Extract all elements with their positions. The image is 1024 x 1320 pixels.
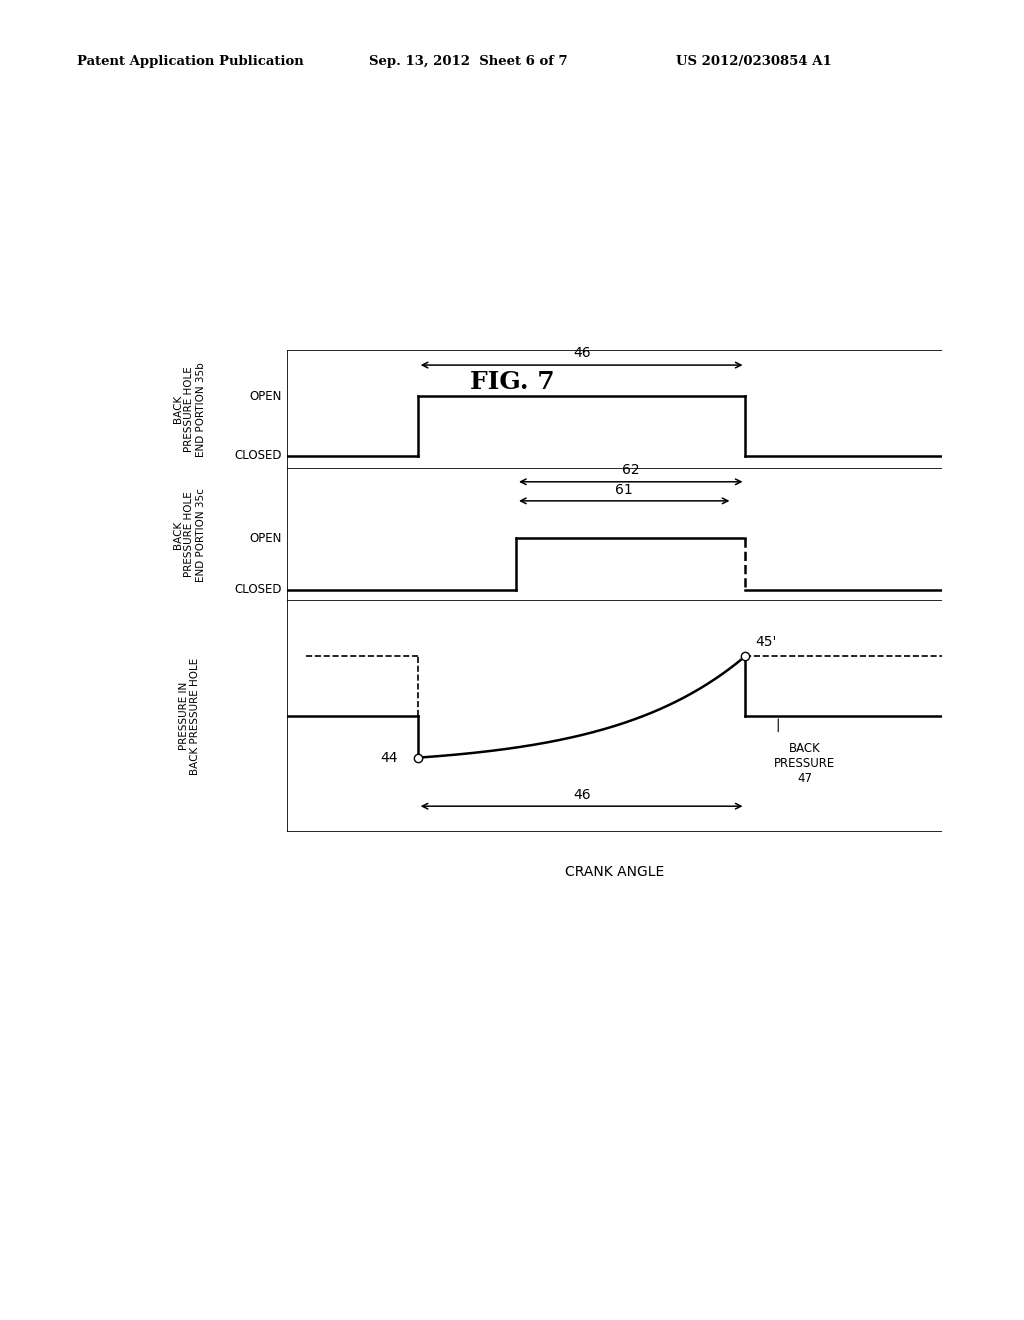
Text: 62: 62 bbox=[622, 463, 640, 478]
Text: Sep. 13, 2012  Sheet 6 of 7: Sep. 13, 2012 Sheet 6 of 7 bbox=[369, 55, 567, 69]
Text: FIG. 7: FIG. 7 bbox=[470, 370, 554, 393]
Text: Patent Application Publication: Patent Application Publication bbox=[77, 55, 303, 69]
Text: BACK
PRESSURE
47: BACK PRESSURE 47 bbox=[774, 742, 836, 784]
Text: US 2012/0230854 A1: US 2012/0230854 A1 bbox=[676, 55, 831, 69]
Text: 46: 46 bbox=[572, 788, 591, 803]
Text: 46: 46 bbox=[572, 346, 591, 360]
Text: CRANK ANGLE: CRANK ANGLE bbox=[565, 865, 664, 879]
Text: CLOSED: CLOSED bbox=[233, 583, 282, 597]
Text: CLOSED: CLOSED bbox=[233, 449, 282, 462]
Text: OPEN: OPEN bbox=[249, 389, 282, 403]
Text: 61: 61 bbox=[615, 483, 633, 498]
Text: BACK
PRESSURE HOLE
END PORTION 35c: BACK PRESSURE HOLE END PORTION 35c bbox=[173, 487, 206, 582]
Text: PRESSURE IN
BACK PRESSURE HOLE: PRESSURE IN BACK PRESSURE HOLE bbox=[178, 657, 201, 775]
Text: 45': 45' bbox=[756, 635, 776, 649]
Text: OPEN: OPEN bbox=[249, 532, 282, 545]
Text: BACK
PRESSURE HOLE
END PORTION 35b: BACK PRESSURE HOLE END PORTION 35b bbox=[173, 362, 206, 457]
Text: 44: 44 bbox=[381, 751, 398, 764]
